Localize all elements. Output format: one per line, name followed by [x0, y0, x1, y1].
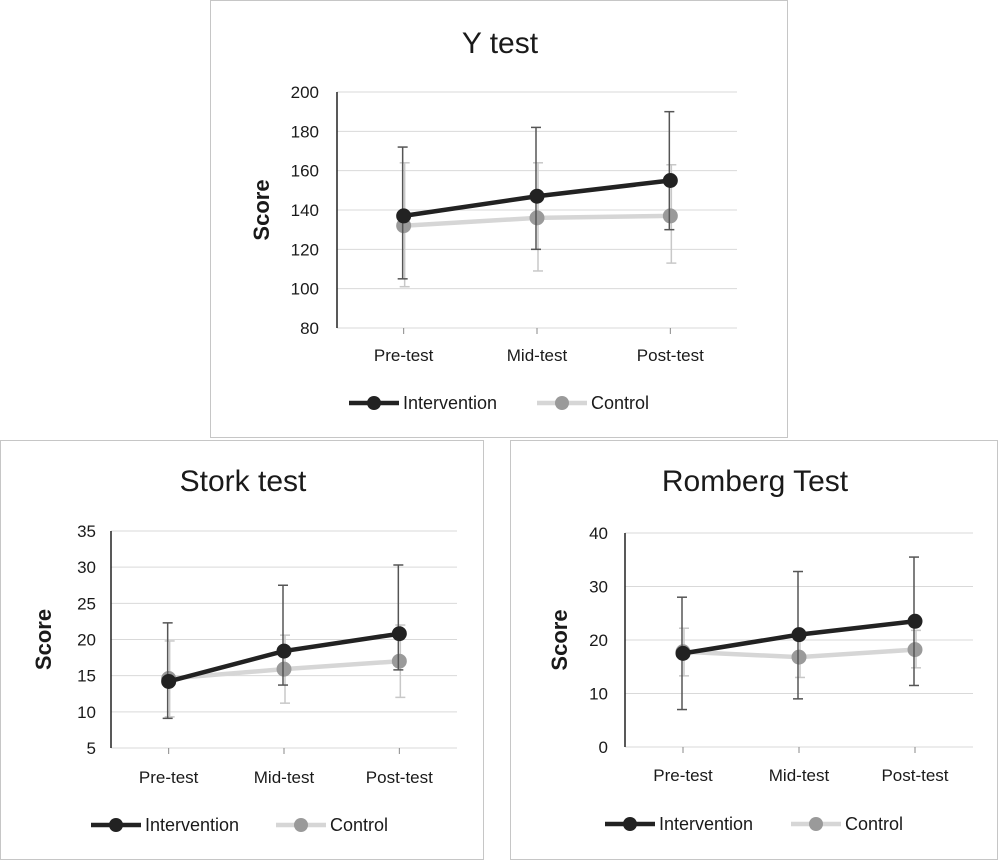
- romberg-test-y-axis-label: Score: [547, 609, 572, 670]
- stork-test-y-tick-label: 10: [77, 703, 96, 722]
- romberg-test-y-tick-label: 20: [589, 631, 608, 650]
- y-test-intervention-point: [529, 188, 545, 204]
- stork-test-x-tick-label: Pre-test: [139, 768, 199, 787]
- romberg-test-y-tick-label: 10: [589, 685, 608, 704]
- y-test-legend-intervention-marker: [367, 396, 381, 410]
- stork-test-y-tick-label: 25: [77, 594, 96, 613]
- romberg-test-legend-control-marker: [809, 817, 823, 831]
- y-test-y-tick-label: 140: [291, 201, 319, 220]
- stork-test-legend-intervention-marker: [109, 818, 123, 832]
- stork-test-chart: Stork test Score 5 10 15 20 25 30 35 Pre-test Mid-…: [31, 465, 457, 835]
- y-test-legend-control-label: Control: [591, 393, 649, 413]
- y-test-control-point: [662, 208, 678, 224]
- romberg-test-intervention-point: [675, 645, 691, 661]
- y-test-legend-intervention-label: Intervention: [403, 393, 497, 413]
- romberg-test-control-point: [791, 649, 807, 665]
- y-test-intervention-point: [662, 173, 678, 188]
- stork-test-control-point: [391, 653, 407, 669]
- y-test-y-tick-label: 200: [291, 83, 319, 102]
- stork-test-title: Stork test: [180, 465, 307, 498]
- romberg-test-legend-intervention-label: Intervention: [659, 814, 753, 834]
- stork-test-x-tick-label: Post-test: [366, 768, 433, 787]
- y-test-legend-control-marker: [555, 396, 569, 410]
- y-test-y-tick-label: 120: [291, 240, 319, 259]
- y-test-y-tick-label: 80: [300, 319, 319, 338]
- y-test-y-tick-label: 180: [291, 122, 319, 141]
- y-test-title: Y test: [462, 27, 539, 60]
- stork-test-y-tick-label: 30: [77, 558, 96, 577]
- stork-test-x-tick-label: Mid-test: [254, 768, 315, 787]
- romberg-test-x-tick-label: Post-test: [881, 766, 948, 785]
- romberg-test-y-tick-label: 0: [599, 738, 608, 757]
- romberg-test-chart: Romberg Test Score 0 10 20 30 40 Pre-test Mid-te…: [547, 465, 973, 834]
- chart-panel-stork-test: Stork test Score 5 10 15 20 25 30 35 Pre-test Mid-…: [0, 440, 484, 860]
- romberg-test-y-tick-label: 30: [589, 578, 608, 597]
- chart-panel-y-test: Y test Score 80 100 120 140 160 180 200 Pre-test M…: [210, 0, 788, 438]
- y-test-control-point: [529, 210, 545, 226]
- romberg-test-y-tick-label: 40: [589, 524, 608, 543]
- stork-test-intervention-point: [161, 673, 177, 689]
- stork-test-legend-control-marker: [294, 818, 308, 832]
- stork-test-y-axis-label: Score: [31, 609, 56, 670]
- stork-test-y-tick-label: 5: [87, 739, 96, 758]
- romberg-test-x-tick-label: Pre-test: [653, 766, 713, 785]
- y-test-y-tick-label: 100: [291, 280, 319, 299]
- stork-test-intervention-point: [391, 626, 407, 642]
- y-test-x-tick-label: Post-test: [637, 346, 704, 365]
- y-test-x-tick-label: Pre-test: [374, 346, 434, 365]
- stork-test-intervention-point: [276, 643, 292, 659]
- stork-test-y-tick-label: 15: [77, 667, 96, 686]
- romberg-test-x-tick-label: Mid-test: [769, 766, 830, 785]
- y-test-intervention-point: [396, 208, 412, 224]
- stork-test-legend-intervention-label: Intervention: [145, 815, 239, 835]
- romberg-test-intervention-point: [791, 627, 807, 643]
- y-test-chart: Y test Score 80 100 120 140 160 180 200 Pre-test M…: [249, 27, 737, 413]
- stork-test-legend-control-label: Control: [330, 815, 388, 835]
- stork-test-y-tick-label: 20: [77, 631, 96, 650]
- chart-panel-romberg-test: Romberg Test Score 0 10 20 30 40 Pre-test Mid-te…: [510, 440, 998, 860]
- romberg-test-intervention-point: [907, 613, 923, 629]
- y-test-y-axis-label: Score: [249, 179, 274, 240]
- romberg-test-title: Romberg Test: [662, 465, 849, 498]
- stork-test-y-tick-label: 35: [77, 522, 96, 541]
- y-test-x-tick-label: Mid-test: [507, 346, 568, 365]
- romberg-test-legend-intervention-marker: [623, 817, 637, 831]
- romberg-test-control-point: [907, 642, 923, 658]
- romberg-test-legend-control-label: Control: [845, 814, 903, 834]
- y-test-y-tick-label: 160: [291, 162, 319, 181]
- stork-test-control-point: [276, 661, 292, 677]
